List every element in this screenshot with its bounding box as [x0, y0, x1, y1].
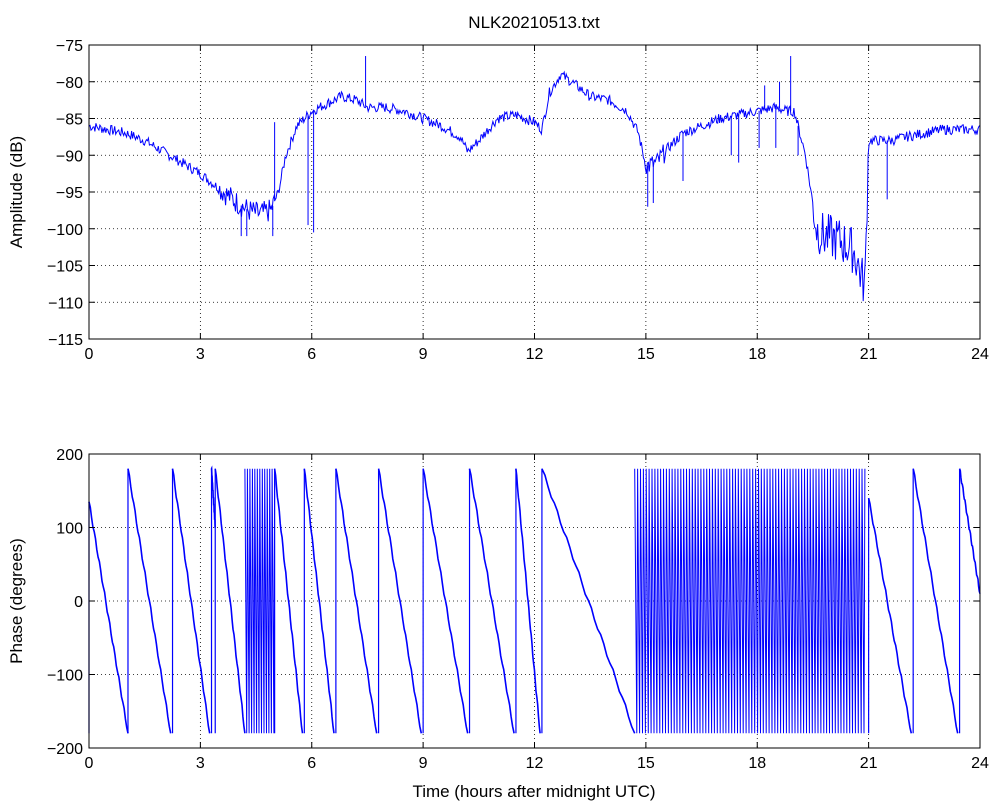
phase-ramp [468, 468, 515, 734]
x-tick-label: 9 [419, 755, 428, 772]
phase-ramp [214, 468, 246, 734]
x-tick-label: 18 [748, 755, 766, 772]
x-tick-label: 24 [971, 755, 989, 772]
phase-ramp [377, 468, 423, 734]
y-tick-label: 0 [74, 594, 83, 611]
y-tick-label: −75 [56, 38, 83, 55]
phase-ramp [541, 468, 636, 734]
y-tick-label: −80 [56, 75, 83, 92]
phase-ramp [171, 468, 211, 734]
phase-series [88, 465, 981, 734]
x-tick-label: 3 [196, 346, 205, 363]
x-tick-label: 15 [637, 755, 655, 772]
x-tick-label: 0 [85, 755, 94, 772]
amplitude-line [88, 70, 981, 302]
phase-ticks: 0 3 6 9 12 15 18 21 24 −200 −100 0 100 200 [47, 447, 989, 772]
x-tick-label: 15 [637, 346, 655, 363]
phase-ramp [88, 501, 129, 734]
phase-dense-band [634, 468, 866, 734]
y-tick-label: −100 [47, 668, 83, 685]
amplitude-chart-title: NLK20210513.txt [468, 13, 600, 32]
phase-ramp [303, 468, 335, 734]
amplitude-series [88, 56, 981, 302]
x-tick-label: 6 [307, 346, 316, 363]
amplitude-ticks: 0 3 6 9 12 15 18 21 24 −115 −110 −105 −100 −95 −90 −85 −… [47, 38, 989, 363]
amplitude-chart: NLK20210513.txt 0 3 6 9 12 15 18 21 24 −115 −110 −1… [7, 13, 989, 363]
y-tick-label: −115 [48, 332, 83, 349]
phase-ramp [335, 468, 378, 734]
y-tick-label: 100 [56, 521, 83, 538]
x-tick-label: 3 [196, 755, 205, 772]
phase-dense-band [244, 468, 276, 734]
y-tick-label: −100 [47, 222, 83, 239]
x-tick-label: 12 [526, 346, 544, 363]
y-tick-label: −85 [56, 112, 83, 129]
x-tick-label: 12 [526, 755, 544, 772]
phase-ramp [958, 468, 981, 594]
x-tick-label: 24 [971, 346, 989, 363]
x-tick-label: 6 [307, 755, 316, 772]
phase-chart: 0 3 6 9 12 15 18 21 24 −200 −100 0 100 200 Phase (deg… [7, 447, 989, 801]
x-tick-label: 21 [860, 346, 878, 363]
y-tick-label: −105 [47, 259, 83, 276]
x-tick-label: 0 [85, 346, 94, 363]
phase-ramp [867, 497, 913, 734]
phase-y-axis-label: Phase (degrees) [7, 538, 26, 664]
phase-ramp [273, 468, 304, 734]
phase-ramp [912, 468, 959, 734]
phase-x-axis-label: Time (hours after midnight UTC) [412, 782, 655, 801]
y-tick-label: −90 [56, 148, 83, 165]
x-tick-label: 21 [860, 755, 878, 772]
y-tick-label: 200 [56, 447, 83, 464]
y-tick-label: −95 [56, 185, 83, 202]
amplitude-grid [89, 45, 980, 339]
phase-ramp [127, 468, 172, 734]
amplitude-y-axis-label: Amplitude (dB) [7, 136, 26, 248]
y-tick-label: −110 [48, 295, 83, 312]
y-tick-label: −200 [47, 741, 83, 758]
phase-ramp [515, 468, 541, 734]
x-tick-label: 9 [419, 346, 428, 363]
x-tick-label: 18 [748, 346, 766, 363]
phase-ramp [422, 468, 469, 734]
